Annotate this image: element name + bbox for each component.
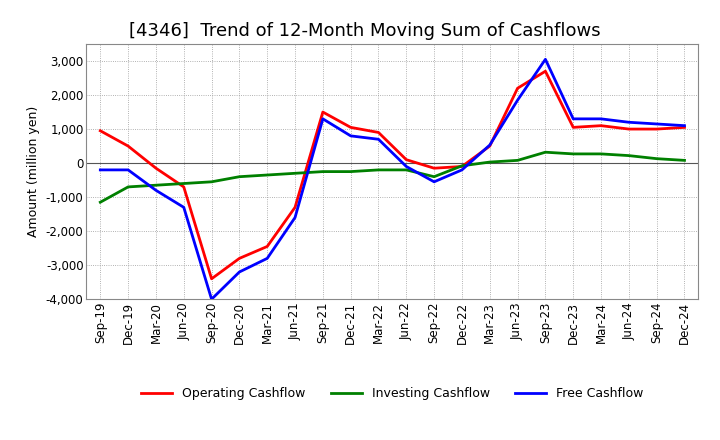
Free Cashflow	[541, 57, 550, 62]
Investing Cashflow	[346, 169, 355, 174]
Investing Cashflow	[624, 153, 633, 158]
Investing Cashflow	[291, 171, 300, 176]
Investing Cashflow	[597, 151, 606, 157]
Operating Cashflow	[263, 244, 271, 249]
Investing Cashflow	[124, 184, 132, 190]
Operating Cashflow	[624, 126, 633, 132]
Free Cashflow	[569, 116, 577, 121]
Investing Cashflow	[263, 172, 271, 178]
Free Cashflow	[346, 133, 355, 139]
Operating Cashflow	[96, 128, 104, 133]
Free Cashflow	[263, 256, 271, 261]
Free Cashflow	[152, 188, 161, 193]
Operating Cashflow	[485, 143, 494, 149]
Free Cashflow	[458, 167, 467, 172]
Operating Cashflow	[680, 125, 689, 130]
Free Cashflow	[402, 164, 410, 169]
Investing Cashflow	[318, 169, 327, 174]
Free Cashflow	[207, 297, 216, 302]
Investing Cashflow	[207, 179, 216, 184]
Operating Cashflow	[235, 256, 243, 261]
Operating Cashflow	[513, 86, 522, 91]
Operating Cashflow	[569, 125, 577, 130]
Y-axis label: Amount (million yen): Amount (million yen)	[27, 106, 40, 237]
Operating Cashflow	[430, 165, 438, 171]
Text: [4346]  Trend of 12-Month Moving Sum of Cashflows: [4346] Trend of 12-Month Moving Sum of C…	[130, 22, 601, 40]
Operating Cashflow	[597, 123, 606, 128]
Investing Cashflow	[374, 167, 383, 172]
Free Cashflow	[291, 215, 300, 220]
Operating Cashflow	[318, 110, 327, 115]
Operating Cashflow	[291, 205, 300, 210]
Operating Cashflow	[541, 69, 550, 74]
Free Cashflow	[597, 116, 606, 121]
Free Cashflow	[235, 269, 243, 275]
Operating Cashflow	[402, 157, 410, 162]
Operating Cashflow	[124, 143, 132, 149]
Investing Cashflow	[152, 183, 161, 188]
Investing Cashflow	[513, 158, 522, 163]
Line: Investing Cashflow: Investing Cashflow	[100, 152, 685, 202]
Free Cashflow	[680, 123, 689, 128]
Free Cashflow	[652, 121, 661, 127]
Investing Cashflow	[652, 156, 661, 161]
Investing Cashflow	[569, 151, 577, 157]
Free Cashflow	[374, 137, 383, 142]
Investing Cashflow	[235, 174, 243, 180]
Investing Cashflow	[179, 181, 188, 186]
Investing Cashflow	[96, 200, 104, 205]
Free Cashflow	[318, 116, 327, 121]
Investing Cashflow	[402, 167, 410, 172]
Free Cashflow	[624, 120, 633, 125]
Investing Cashflow	[541, 150, 550, 155]
Operating Cashflow	[207, 276, 216, 282]
Free Cashflow	[179, 205, 188, 210]
Operating Cashflow	[179, 184, 188, 190]
Free Cashflow	[485, 143, 494, 148]
Operating Cashflow	[346, 125, 355, 130]
Free Cashflow	[513, 98, 522, 103]
Investing Cashflow	[680, 158, 689, 163]
Operating Cashflow	[374, 130, 383, 135]
Legend: Operating Cashflow, Investing Cashflow, Free Cashflow: Operating Cashflow, Investing Cashflow, …	[141, 387, 644, 400]
Line: Operating Cashflow: Operating Cashflow	[100, 71, 685, 279]
Operating Cashflow	[152, 165, 161, 171]
Operating Cashflow	[458, 164, 467, 169]
Free Cashflow	[124, 167, 132, 172]
Line: Free Cashflow: Free Cashflow	[100, 59, 685, 299]
Investing Cashflow	[485, 159, 494, 165]
Free Cashflow	[430, 179, 438, 184]
Investing Cashflow	[458, 163, 467, 169]
Free Cashflow	[96, 167, 104, 172]
Investing Cashflow	[430, 174, 438, 180]
Operating Cashflow	[652, 126, 661, 132]
